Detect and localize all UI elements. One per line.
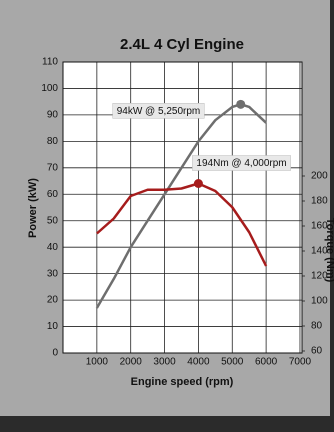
x-tick-label: 2000 xyxy=(120,357,143,368)
x-tick-label: 4000 xyxy=(187,357,210,368)
y2-tick-label: 60 xyxy=(311,346,323,357)
y2-tick-label: 160 xyxy=(311,221,328,232)
y-tick-label: 110 xyxy=(42,57,58,68)
y-tick-label: 90 xyxy=(47,110,59,121)
y-tick-label: 40 xyxy=(47,242,59,253)
y-tick-label: 0 xyxy=(52,348,58,359)
annotation: 194Nm @ 4,000rpm xyxy=(196,158,286,169)
y2-axis-title: Torque (Nm) xyxy=(324,218,334,283)
y-tick-label: 20 xyxy=(47,295,59,306)
y-tick-label: 80 xyxy=(47,136,59,147)
plot-frame xyxy=(62,61,303,354)
chart-title: 2.4L 4 Cyl Engine xyxy=(120,36,244,53)
y-tick-label: 50 xyxy=(47,215,59,226)
annotation-box xyxy=(112,103,205,119)
y2-tick-label: 180 xyxy=(311,196,328,207)
y2-tick-label: 200 xyxy=(311,171,328,182)
y-tick-label: 70 xyxy=(47,162,59,173)
y2-tick-label: 140 xyxy=(311,246,328,257)
y2-tick-label: 120 xyxy=(311,271,328,282)
y-tick-label: 10 xyxy=(47,321,59,332)
y-tick-label: 100 xyxy=(41,83,58,94)
x-tick-label: 6000 xyxy=(255,357,278,368)
annotation: 94kW @ 5,250rpm xyxy=(117,106,201,117)
y2-tick-label: 100 xyxy=(311,296,328,307)
y-tick-label: 30 xyxy=(47,268,59,279)
y2-tick-label: 80 xyxy=(311,321,323,332)
peak-marker xyxy=(193,179,203,188)
y-axis-title: Power (kW) xyxy=(27,178,39,238)
peak-marker xyxy=(236,99,246,109)
x-tick-label: 3000 xyxy=(153,357,176,368)
x-tick-label: 5000 xyxy=(221,357,244,368)
series-line xyxy=(96,182,268,267)
y-tick-label: 60 xyxy=(47,189,59,200)
x-tick-label: 7000 xyxy=(289,357,312,368)
x-tick-label: 1000 xyxy=(86,357,109,368)
x-axis-title: Engine speed (rpm) xyxy=(131,376,234,388)
annotation-box xyxy=(192,155,291,171)
